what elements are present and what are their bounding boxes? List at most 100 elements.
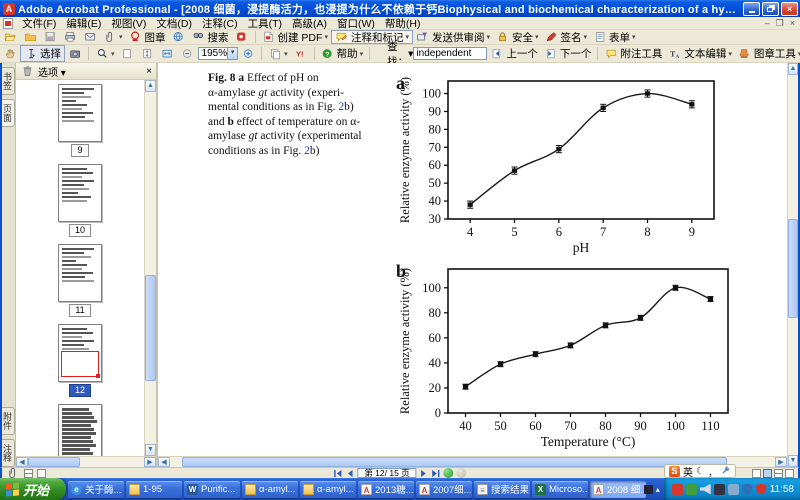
select-tool-button[interactable]: 选择 bbox=[20, 45, 65, 62]
doc-restore-button[interactable]: ❐ bbox=[775, 17, 784, 28]
tracker-button[interactable] bbox=[232, 30, 252, 44]
menu-7[interactable]: 窗口(W) bbox=[337, 17, 375, 30]
tab-注释[interactable]: 注释 bbox=[2, 439, 15, 467]
thumbnail-image-9[interactable] bbox=[58, 84, 102, 142]
zoom-out-button[interactable] bbox=[178, 45, 198, 62]
menu-3[interactable]: 文档(D) bbox=[156, 17, 192, 30]
restore-button[interactable] bbox=[762, 1, 779, 16]
search-button[interactable]: 搜索 bbox=[189, 30, 232, 44]
page-indicator[interactable]: 第 12/ 15 页 bbox=[357, 468, 417, 478]
sidebar-scrollbar[interactable]: ▲ ▼ bbox=[144, 80, 156, 456]
scroll-down-icon[interactable]: ▼ bbox=[145, 444, 156, 456]
stamp-button[interactable]: 图章 bbox=[126, 30, 169, 44]
doc-scroll-up-icon[interactable]: ▲ bbox=[788, 63, 798, 75]
note-tool-button[interactable]: 附注工具 bbox=[601, 45, 665, 62]
page-thumbs-button[interactable]: ▾ bbox=[265, 45, 291, 62]
minimize-button[interactable] bbox=[743, 1, 760, 16]
taskbar-button-1[interactable]: 1-95 bbox=[126, 480, 182, 498]
open-folder-button[interactable] bbox=[20, 30, 40, 44]
taskbar-button-5[interactable]: A 2013糖... bbox=[358, 480, 414, 498]
options-button[interactable]: 选项 ▾ bbox=[38, 67, 66, 79]
menu-5[interactable]: 工具(T) bbox=[247, 17, 282, 30]
print-button[interactable] bbox=[60, 30, 80, 44]
document-scrollbar[interactable]: ▲ ▼ bbox=[787, 63, 798, 467]
continuous-facing-mode-icon[interactable] bbox=[785, 468, 794, 478]
hidden-icons-chevron[interactable]: ▴ bbox=[655, 484, 660, 494]
statusbar-layout-icon[interactable] bbox=[37, 468, 46, 478]
menu-0[interactable]: 文件(F) bbox=[22, 17, 57, 30]
find-previous-button[interactable]: 上一个 bbox=[487, 45, 541, 62]
close-button[interactable]: × bbox=[781, 1, 798, 16]
previous-view-button[interactable] bbox=[443, 468, 454, 478]
taskbar-button-7[interactable]: ≡ 搜索结果 bbox=[474, 480, 530, 498]
next-page-icon[interactable] bbox=[420, 469, 429, 478]
menu-4[interactable]: 注释(C) bbox=[202, 17, 238, 30]
zoom-combo-arrow-icon[interactable]: ▾ bbox=[227, 48, 238, 59]
mini-app-icon[interactable] bbox=[643, 484, 653, 494]
thumbnail-page-10[interactable]: 10 bbox=[16, 164, 144, 237]
doc-scroll-right-icon[interactable]: ▶ bbox=[775, 457, 787, 467]
tab-书签[interactable]: 书签 bbox=[2, 67, 15, 95]
menu-2[interactable]: 视图(V) bbox=[111, 17, 147, 30]
statusbar-pagesize-icon[interactable] bbox=[24, 468, 33, 478]
doc-scroll-left-icon[interactable]: ◀ bbox=[158, 457, 170, 467]
scroll-right-icon[interactable]: ▶ bbox=[144, 457, 156, 467]
find-next-button[interactable]: 下一个 bbox=[541, 45, 595, 62]
zoom-level-combo[interactable]: 195% ▾ bbox=[197, 47, 239, 60]
volume-icon[interactable] bbox=[699, 483, 711, 495]
help-button[interactable]: ? 帮助 ▾ bbox=[318, 45, 367, 62]
tab-页面[interactable]: 页面 bbox=[2, 99, 15, 127]
fit-page-button[interactable] bbox=[138, 45, 158, 62]
find-dropdown-icon[interactable]: ▾ bbox=[408, 47, 414, 60]
continuous-mode-icon[interactable] bbox=[763, 468, 772, 478]
doc-scroll-down-icon[interactable]: ▼ bbox=[788, 455, 798, 467]
menu-6[interactable]: 高级(A) bbox=[292, 17, 327, 30]
yahoo-toolbar-button[interactable]: Y! bbox=[291, 45, 311, 62]
thumbnail-image-12[interactable] bbox=[58, 324, 102, 382]
net-icon[interactable] bbox=[727, 483, 739, 495]
ime-punct-icon[interactable]: ， bbox=[708, 467, 718, 479]
email-button[interactable] bbox=[80, 30, 100, 44]
taskbar-button-8[interactable]: X Microso... bbox=[532, 480, 588, 498]
create-pdf-button[interactable]: 创建 PDF ▾ bbox=[259, 30, 331, 44]
doc-minimize-button[interactable]: – bbox=[764, 18, 770, 28]
thumbnail-image-10[interactable] bbox=[58, 164, 102, 222]
trash-icon[interactable] bbox=[20, 65, 34, 78]
thumbnail-label-11[interactable]: 11 bbox=[69, 304, 91, 317]
taskbar-button-6[interactable]: A 2007细... bbox=[416, 480, 472, 498]
hand-button[interactable] bbox=[0, 45, 20, 62]
prev-page-icon[interactable] bbox=[345, 469, 354, 478]
single-page-mode-icon[interactable] bbox=[752, 468, 761, 478]
start-button[interactable]: 开始 bbox=[0, 478, 66, 500]
next-view-button[interactable] bbox=[456, 468, 467, 478]
sidebar-hscrollbar[interactable]: ◀ ▶ bbox=[16, 456, 156, 467]
taskbar-button-2[interactable]: W Purific... bbox=[184, 480, 240, 498]
facing-mode-icon[interactable] bbox=[774, 468, 783, 478]
taskbar-button-9[interactable]: A 2008 细... bbox=[590, 480, 646, 498]
taskbar-button-3[interactable]: α-amyl... bbox=[242, 480, 298, 498]
taskbar-button-0[interactable]: e 关于酶... bbox=[68, 480, 124, 498]
document-hscrollbar[interactable]: ◀ ▶ bbox=[158, 456, 787, 467]
thumbnail-label-12[interactable]: 12 bbox=[68, 384, 91, 397]
menu-8[interactable]: 帮助(H) bbox=[384, 17, 421, 30]
zoom-tool-button[interactable]: ▾ bbox=[92, 45, 118, 62]
shield-red-icon[interactable] bbox=[755, 483, 767, 495]
sogou-logo-icon[interactable]: S bbox=[669, 465, 681, 477]
doc-close-button[interactable]: × bbox=[789, 18, 795, 28]
thumbnail-image-11[interactable] bbox=[58, 244, 102, 302]
ime-lang-toggle[interactable]: 英 bbox=[683, 467, 694, 479]
thumbnail-page-11[interactable]: 11 bbox=[16, 244, 144, 317]
ime-fullhalf-icon[interactable]: ☾ bbox=[696, 465, 705, 477]
last-page-icon[interactable] bbox=[432, 469, 441, 478]
panel-close-button[interactable]: × bbox=[146, 65, 152, 77]
zoom-in-button[interactable] bbox=[238, 45, 258, 62]
thumbnail-label-10[interactable]: 10 bbox=[68, 224, 91, 237]
web-button[interactable] bbox=[169, 30, 189, 44]
attach-button[interactable]: ▾ bbox=[100, 30, 126, 44]
shield-blue-icon[interactable] bbox=[741, 483, 753, 495]
tab-附件[interactable]: 附件 bbox=[2, 407, 15, 435]
first-page-icon[interactable] bbox=[333, 469, 342, 478]
save-button[interactable] bbox=[40, 30, 60, 44]
fit-width-button[interactable] bbox=[158, 45, 178, 62]
menu-1[interactable]: 编辑(E) bbox=[66, 17, 102, 30]
